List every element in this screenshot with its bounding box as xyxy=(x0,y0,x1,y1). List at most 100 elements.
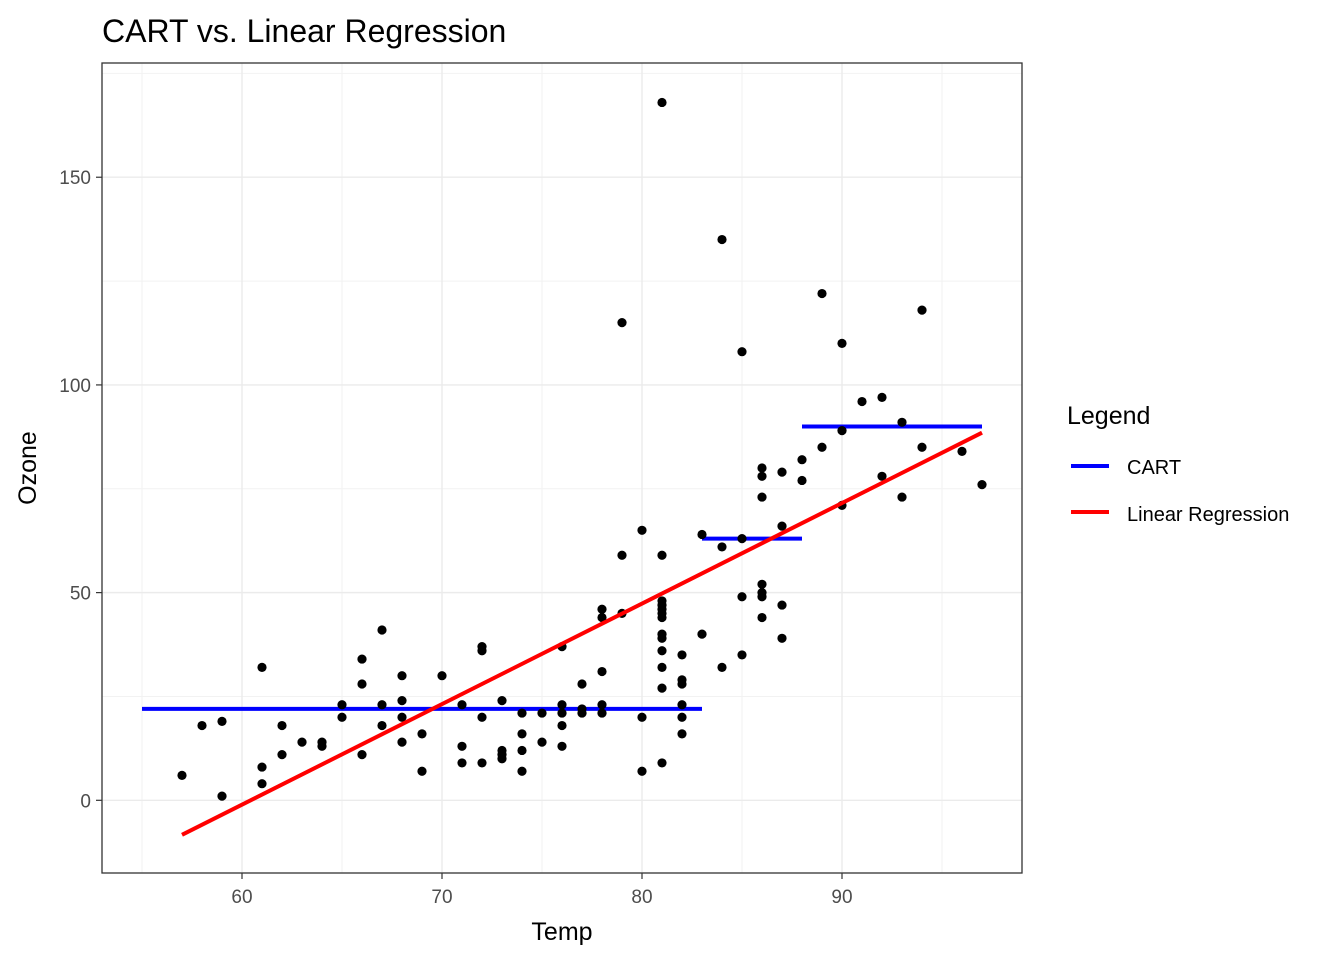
data-point xyxy=(537,737,547,747)
data-point xyxy=(877,392,887,402)
data-point xyxy=(637,525,647,535)
data-point xyxy=(357,679,367,689)
data-point xyxy=(377,720,387,731)
data-point xyxy=(737,347,747,357)
data-point xyxy=(457,700,467,710)
cart-series xyxy=(142,424,982,711)
data-point xyxy=(557,720,567,731)
data-point xyxy=(577,679,587,689)
data-point xyxy=(417,729,427,739)
data-point xyxy=(517,708,527,718)
linear-regression-line xyxy=(181,430,983,837)
data-point xyxy=(977,480,987,490)
grid-minor xyxy=(102,63,1022,873)
legend-label-linear-regression: Linear Regression xyxy=(1127,504,1289,526)
data-point xyxy=(777,633,787,643)
data-point xyxy=(317,737,327,747)
y-tick-label: 50 xyxy=(70,584,91,605)
data-point xyxy=(737,534,747,544)
data-point xyxy=(397,671,407,681)
data-point xyxy=(657,683,667,693)
data-point xyxy=(537,708,547,718)
data-point xyxy=(717,234,727,245)
data-point xyxy=(197,720,207,731)
data-point xyxy=(677,712,687,722)
legend: Legend CART Linear Regression xyxy=(1067,402,1289,526)
data-point xyxy=(517,729,527,739)
data-point xyxy=(897,492,907,502)
data-point xyxy=(757,592,767,602)
data-point xyxy=(657,97,667,108)
data-point xyxy=(917,305,927,315)
x-tick-label: 90 xyxy=(831,887,852,908)
data-point xyxy=(397,696,407,706)
y-axis-title: Ozone xyxy=(14,431,42,505)
data-point xyxy=(597,700,607,710)
data-point xyxy=(377,625,387,635)
plot-panel-border xyxy=(101,62,1023,874)
legend-label-cart: CART xyxy=(1127,457,1181,479)
data-point xyxy=(337,712,347,722)
data-point xyxy=(557,700,567,710)
data-point xyxy=(717,662,727,672)
chart-title: CART vs. Linear Regression xyxy=(102,13,506,49)
data-point xyxy=(917,442,927,452)
grid-major xyxy=(102,63,1022,873)
data-point xyxy=(217,716,227,726)
data-point xyxy=(597,604,607,614)
data-point xyxy=(697,629,707,639)
data-point xyxy=(177,770,187,780)
data-point xyxy=(337,700,347,710)
data-point xyxy=(757,463,767,473)
y-tick-label: 100 xyxy=(59,376,91,397)
data-point xyxy=(777,600,787,610)
data-point xyxy=(397,712,407,722)
data-point xyxy=(737,650,747,660)
data-point xyxy=(757,579,767,589)
data-point xyxy=(637,712,647,722)
data-point xyxy=(437,671,447,681)
data-point xyxy=(277,750,287,760)
data-point xyxy=(597,708,607,718)
data-point xyxy=(457,741,467,751)
data-point xyxy=(617,550,627,560)
linear-regression-series xyxy=(181,430,983,837)
data-point xyxy=(497,745,507,756)
data-point xyxy=(837,338,847,348)
data-point xyxy=(657,662,667,672)
data-point xyxy=(957,446,967,456)
data-point xyxy=(357,750,367,760)
x-tick-label: 60 xyxy=(231,887,252,908)
data-point xyxy=(617,318,627,328)
data-point xyxy=(417,766,427,776)
data-point xyxy=(257,779,267,789)
data-point xyxy=(457,758,467,768)
y-axis-ticks: 0 50 100 150 xyxy=(59,168,102,812)
x-tick-label: 80 xyxy=(631,887,652,908)
data-point xyxy=(857,396,867,407)
data-point xyxy=(257,762,267,772)
data-point xyxy=(697,529,707,540)
data-point xyxy=(837,426,847,436)
data-points xyxy=(177,97,987,801)
data-point xyxy=(557,741,567,751)
data-point xyxy=(877,471,887,481)
data-point xyxy=(817,442,827,452)
data-point xyxy=(637,766,647,776)
data-point xyxy=(597,612,607,623)
data-point xyxy=(757,612,767,623)
data-point xyxy=(517,766,527,776)
data-point xyxy=(677,650,687,660)
data-point xyxy=(477,642,487,652)
data-point xyxy=(597,666,607,677)
data-point xyxy=(797,475,807,486)
data-point xyxy=(817,288,827,299)
data-point xyxy=(897,417,907,427)
data-point xyxy=(657,600,667,610)
data-point xyxy=(677,675,687,685)
data-point xyxy=(477,712,487,722)
data-point xyxy=(657,758,667,768)
data-point xyxy=(677,729,687,739)
data-point xyxy=(757,471,767,481)
data-point xyxy=(497,696,507,706)
